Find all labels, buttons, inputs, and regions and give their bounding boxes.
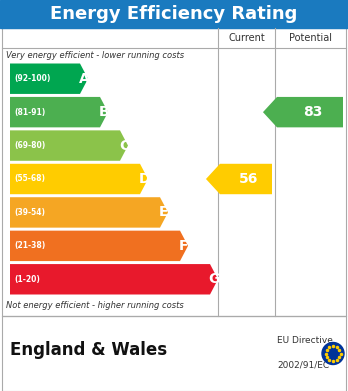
Polygon shape (263, 97, 343, 127)
Text: G: G (208, 272, 220, 286)
Text: 83: 83 (303, 105, 322, 119)
Polygon shape (10, 97, 108, 127)
Text: Not energy efficient - higher running costs: Not energy efficient - higher running co… (6, 301, 184, 310)
Text: England & Wales: England & Wales (10, 341, 167, 359)
Text: (69-80): (69-80) (14, 141, 45, 150)
Text: A: A (79, 72, 89, 86)
Text: 2002/91/EC: 2002/91/EC (277, 360, 329, 369)
Text: B: B (99, 105, 109, 119)
Text: C: C (119, 138, 129, 152)
Polygon shape (10, 63, 88, 94)
Text: Potential: Potential (289, 33, 332, 43)
Polygon shape (206, 164, 272, 194)
Text: Very energy efficient - lower running costs: Very energy efficient - lower running co… (6, 50, 184, 59)
Text: (92-100): (92-100) (14, 74, 50, 83)
Circle shape (322, 343, 344, 364)
Polygon shape (10, 231, 188, 261)
Text: (55-68): (55-68) (14, 174, 45, 183)
Text: (81-91): (81-91) (14, 108, 45, 117)
Bar (2, 28, 346, 316)
Text: EU Directive: EU Directive (277, 336, 333, 345)
Text: Energy Efficiency Rating: Energy Efficiency Rating (50, 5, 298, 23)
Text: F: F (179, 239, 189, 253)
Text: 56: 56 (239, 172, 258, 186)
Text: Current: Current (228, 33, 265, 43)
Bar (0, 0, 348, 28)
Polygon shape (10, 264, 218, 294)
Text: E: E (159, 205, 169, 219)
Text: (39-54): (39-54) (14, 208, 45, 217)
Polygon shape (10, 197, 168, 228)
Bar (2, 316, 346, 391)
Polygon shape (10, 130, 128, 161)
Text: D: D (138, 172, 150, 186)
Text: (21-38): (21-38) (14, 241, 45, 250)
Text: (1-20): (1-20) (14, 275, 40, 284)
Polygon shape (10, 164, 148, 194)
